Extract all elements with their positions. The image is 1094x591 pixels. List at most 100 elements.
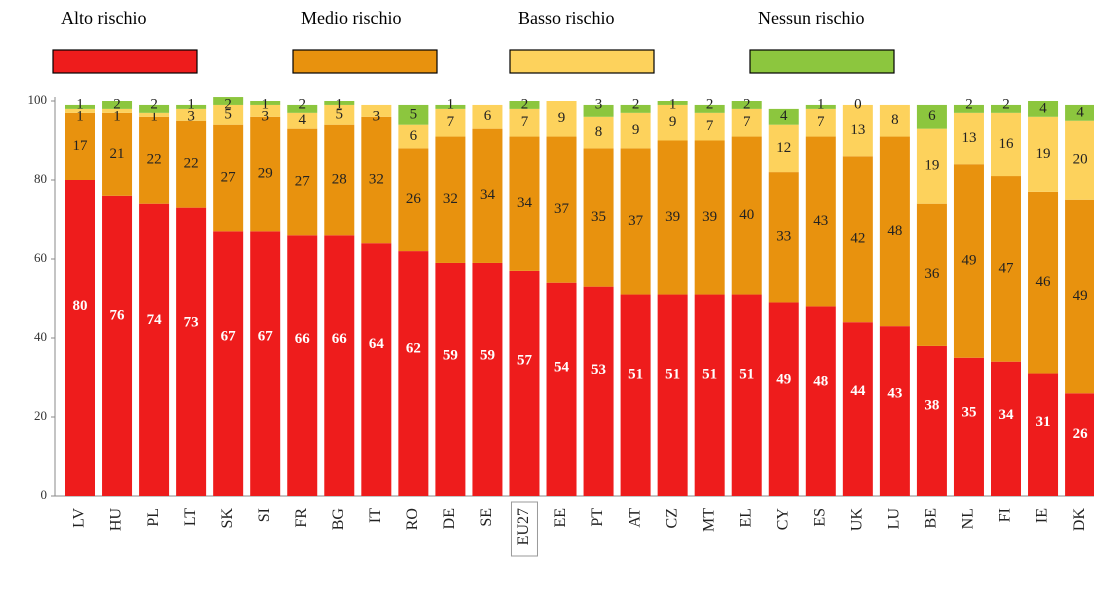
bar-segment <box>324 235 355 497</box>
bar-segment <box>991 361 1021 496</box>
data-label: 51 <box>665 367 680 383</box>
bar-segment <box>879 104 910 137</box>
data-label: 22 <box>184 156 199 172</box>
bar-segment <box>324 104 355 125</box>
data-label: 1 <box>76 96 84 112</box>
bar-segment <box>509 270 540 496</box>
data-label: 2 <box>521 96 529 112</box>
bar-segment <box>657 140 688 295</box>
bar-segment <box>435 104 466 109</box>
bar-segment <box>1028 116 1059 192</box>
bar-segment <box>583 148 614 287</box>
data-label: 74 <box>147 312 163 328</box>
data-label: 2 <box>1002 96 1010 112</box>
bar-segment <box>324 101 355 105</box>
data-label: 57 <box>517 352 533 368</box>
y-tick-label: 100 <box>28 92 48 107</box>
data-label: 19 <box>1036 146 1051 162</box>
data-label: 7 <box>817 114 825 130</box>
bar-segment <box>546 136 577 283</box>
data-label: 2 <box>965 96 973 112</box>
bar-segment <box>139 116 170 204</box>
data-label: 5 <box>410 106 418 122</box>
data-label: 35 <box>961 404 976 420</box>
bar-segment <box>657 104 688 141</box>
bar-segment <box>842 104 873 157</box>
bar-segment <box>139 112 170 117</box>
bar-segment <box>583 116 614 149</box>
data-label: 34 <box>517 195 533 211</box>
bar-segment <box>1028 191 1059 374</box>
data-label: 1 <box>447 96 455 112</box>
data-label: 51 <box>628 367 643 383</box>
x-tick-label: SI <box>256 508 273 522</box>
data-label: 39 <box>665 209 680 225</box>
data-label: 3 <box>261 108 269 124</box>
bar-segment <box>657 101 688 105</box>
data-label: 8 <box>595 124 603 140</box>
bar-segment <box>509 101 540 109</box>
x-tick-label: EL <box>737 508 754 528</box>
data-label: 49 <box>776 371 791 387</box>
x-tick-label: NL <box>960 508 977 529</box>
x-tick-label: FI <box>997 508 1014 522</box>
bar-segment <box>1065 120 1094 200</box>
data-label: 2 <box>743 96 751 112</box>
bar-segment <box>916 345 947 496</box>
data-label: 13 <box>961 130 976 146</box>
bar-segment <box>805 136 836 307</box>
data-label: 32 <box>443 191 458 207</box>
bar-segment <box>139 203 170 496</box>
data-label: 46 <box>1036 274 1052 290</box>
y-tick-label: 40 <box>34 329 47 344</box>
bar-segment <box>583 286 614 496</box>
data-label: 27 <box>295 173 311 189</box>
x-tick-label: LU <box>886 508 903 530</box>
bar-segment <box>361 104 392 117</box>
bar-segment <box>916 128 947 204</box>
x-tick-label: BG <box>330 508 347 531</box>
bar-segment <box>620 112 651 149</box>
data-label: 28 <box>332 171 347 187</box>
data-label: 6 <box>928 108 936 124</box>
bar-segment <box>213 97 244 105</box>
data-label: 43 <box>887 386 902 402</box>
bar-segment <box>139 104 170 113</box>
bar-segment <box>546 101 577 137</box>
bar-segment <box>361 116 392 244</box>
bar-segment <box>657 294 688 496</box>
bar-segment <box>1065 393 1094 496</box>
x-tick-label: RO <box>404 508 421 530</box>
bar-segment <box>435 108 466 137</box>
data-label: 66 <box>295 331 311 347</box>
bar-segment <box>768 172 799 303</box>
bar-segment <box>398 104 429 125</box>
bar-segment <box>287 104 318 113</box>
x-tick-label: IE <box>1034 508 1051 523</box>
bar-segment <box>1065 104 1094 121</box>
bar-segment <box>250 116 281 232</box>
bar-segment <box>768 124 799 173</box>
bar-segment <box>953 112 984 165</box>
data-label: 48 <box>813 374 828 390</box>
data-label: 67 <box>258 329 274 345</box>
bar-segment <box>991 104 1021 113</box>
data-label: 35 <box>591 209 606 225</box>
data-label: 5 <box>224 106 232 122</box>
data-label: 37 <box>554 201 570 217</box>
data-label: 73 <box>184 314 199 330</box>
data-label: 42 <box>850 231 865 247</box>
x-tick-label: EU27 <box>515 508 532 545</box>
data-label: 59 <box>480 348 495 364</box>
x-tick-label: CZ <box>663 508 680 528</box>
bar-segment <box>731 136 762 295</box>
bar-segment <box>102 112 133 196</box>
bar-segment <box>991 176 1021 362</box>
bar-segment <box>1065 199 1094 394</box>
bar-segment <box>213 124 244 232</box>
bar-segment <box>842 322 873 496</box>
bar-segment <box>176 108 207 121</box>
data-label: 1 <box>817 96 825 112</box>
bar-segment <box>731 294 762 496</box>
data-label: 2 <box>224 96 232 112</box>
